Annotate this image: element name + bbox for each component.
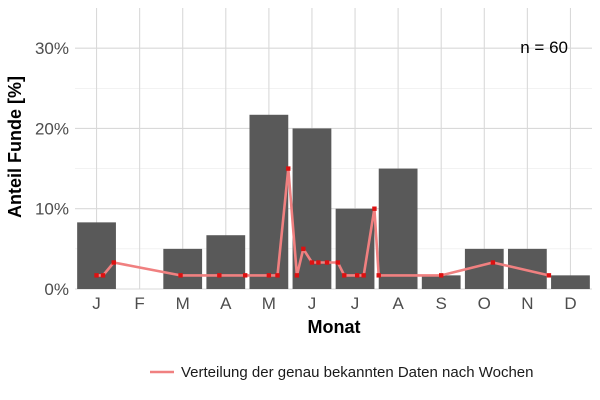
bar-A-3 — [206, 235, 246, 289]
series-point-4 — [217, 273, 222, 278]
x-tick-label-7: A — [392, 294, 404, 313]
y-tick-label-2: 20% — [35, 119, 69, 138]
series-point-6 — [266, 273, 272, 278]
series-point-9 — [294, 273, 300, 278]
x-tick-label-10: N — [521, 294, 533, 313]
series-point-5 — [242, 273, 248, 278]
series-point-12 — [316, 260, 321, 265]
y-tick-labels: 0% 10% 20% 30% — [35, 39, 69, 299]
series-point-16 — [354, 273, 360, 278]
x-tick-label-0: J — [92, 294, 101, 313]
x-tick-label-5: J — [308, 294, 317, 313]
bar-A-7 — [378, 168, 418, 289]
series-point-11 — [309, 260, 315, 265]
x-tick-label-9: O — [478, 294, 491, 313]
legend-label: Verteilung der genau bekannten Daten nac… — [181, 364, 534, 381]
bar-D-11 — [551, 275, 590, 289]
series-point-10 — [301, 246, 306, 252]
series-point-0 — [94, 273, 99, 278]
bar-S-8 — [421, 275, 461, 289]
x-axis-title: Monat — [308, 317, 361, 337]
x-tick-label-4: M — [262, 294, 276, 313]
y-axis-title: Anteil Funde [%] — [5, 76, 25, 218]
grid-lines — [75, 8, 592, 290]
y-tick-label-3: 30% — [35, 39, 69, 58]
annotation-n: n = 60 — [520, 38, 568, 57]
bars — [77, 114, 590, 289]
x-tick-label-2: M — [176, 294, 190, 313]
bar-J-0 — [77, 222, 116, 289]
series-point-20 — [439, 273, 444, 278]
x-tick-label-3: A — [220, 294, 232, 313]
series-point-15 — [342, 273, 347, 278]
series-point-14 — [335, 260, 341, 265]
x-tick-label-8: S — [436, 294, 447, 313]
bar-M-4 — [249, 114, 289, 289]
series-point-19 — [376, 273, 381, 278]
series-point-2 — [111, 260, 116, 265]
y-tick-label-0: 0% — [44, 280, 69, 299]
series-point-7 — [275, 273, 280, 278]
series-point-13 — [324, 260, 330, 265]
legend: Verteilung der genau bekannten Daten nac… — [150, 364, 534, 381]
bar-M-2 — [163, 248, 203, 289]
line-series — [94, 166, 552, 278]
x-tick-label-11: D — [564, 294, 576, 313]
series-point-1 — [100, 273, 106, 278]
y-tick-label-1: 10% — [35, 200, 69, 219]
series-point-17 — [361, 273, 366, 278]
x-tick-label-1: F — [134, 294, 144, 313]
series-point-18 — [372, 206, 377, 211]
series-point-22 — [546, 273, 552, 278]
x-tick-label-6: J — [351, 294, 360, 313]
series-point-21 — [490, 260, 496, 265]
series-point-3 — [178, 273, 183, 278]
series-point-8 — [286, 166, 291, 171]
bar-N-10 — [507, 248, 547, 289]
